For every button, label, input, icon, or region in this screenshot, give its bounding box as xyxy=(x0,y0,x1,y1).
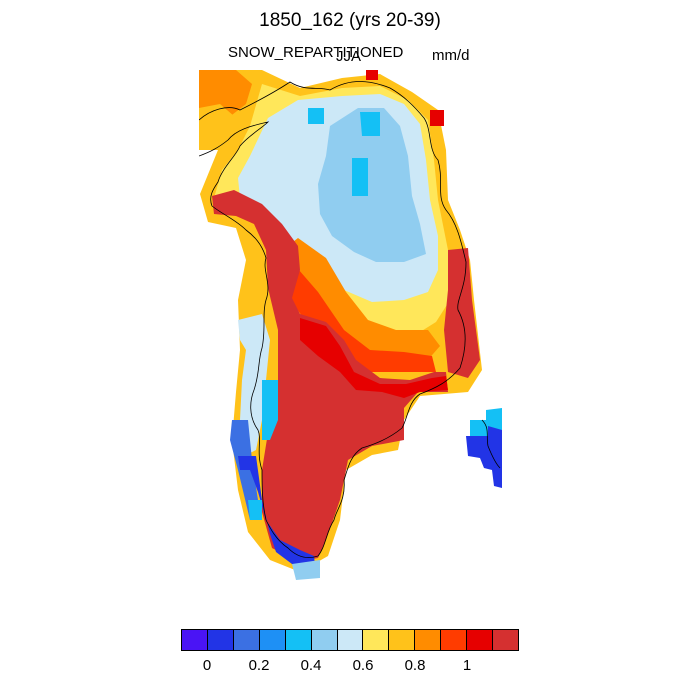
colorbar-swatch-9 xyxy=(415,630,442,650)
colorbar-tick-label: 0.8 xyxy=(404,657,426,674)
colorbar-tick-label: 0.2 xyxy=(248,657,270,674)
west-cyan xyxy=(248,380,278,520)
interior-cyan-2 xyxy=(352,158,368,196)
region-darkred xyxy=(212,190,448,562)
colorbar-swatch-4 xyxy=(285,630,312,650)
colorbar-tick-label: 1 xyxy=(462,657,472,674)
colorbar xyxy=(181,629,519,651)
region-red xyxy=(300,318,448,398)
nw-lobe-yellow xyxy=(199,104,234,146)
colorbar-swatch-0 xyxy=(182,630,208,650)
n-red-bits xyxy=(366,70,444,126)
variable-label: SNOW_REPARTITIONED xyxy=(228,44,404,61)
map-field xyxy=(199,70,502,580)
colorbar-swatch-5 xyxy=(311,630,338,650)
plot-title: 1850_162 (yrs 20-39) xyxy=(259,10,441,31)
colorbar-swatch-11 xyxy=(467,630,494,650)
colorbar-swatch-6 xyxy=(337,630,364,650)
colorbar-swatch-7 xyxy=(363,630,390,650)
interior-cyan-1 xyxy=(360,112,380,136)
colorbar-tick-label: 0.6 xyxy=(352,657,374,674)
colorbar-swatch-1 xyxy=(207,630,234,650)
colorbar-swatch-12 xyxy=(493,630,518,650)
band-red-orange xyxy=(288,262,436,372)
east-island-blue xyxy=(466,426,502,488)
colorbar-tick-label: 0 xyxy=(202,657,212,674)
season-label: JJA xyxy=(336,48,362,65)
east-red-strip xyxy=(444,248,480,378)
colorbar-swatch-8 xyxy=(389,630,416,650)
interior-blue xyxy=(318,108,426,262)
colorbar-tick-label: 0.4 xyxy=(300,657,322,674)
colorbar-swatch-3 xyxy=(259,630,286,650)
coastline-island xyxy=(481,419,501,469)
west-deepblue xyxy=(238,456,316,578)
colorbar-swatch-2 xyxy=(233,630,260,650)
colorbar-swatch-10 xyxy=(441,630,468,650)
south-lightblue xyxy=(292,560,320,580)
band-orange xyxy=(280,238,440,362)
interior-cyan-3 xyxy=(308,108,324,124)
units-label: mm/d xyxy=(432,47,470,64)
coastline xyxy=(199,81,467,558)
